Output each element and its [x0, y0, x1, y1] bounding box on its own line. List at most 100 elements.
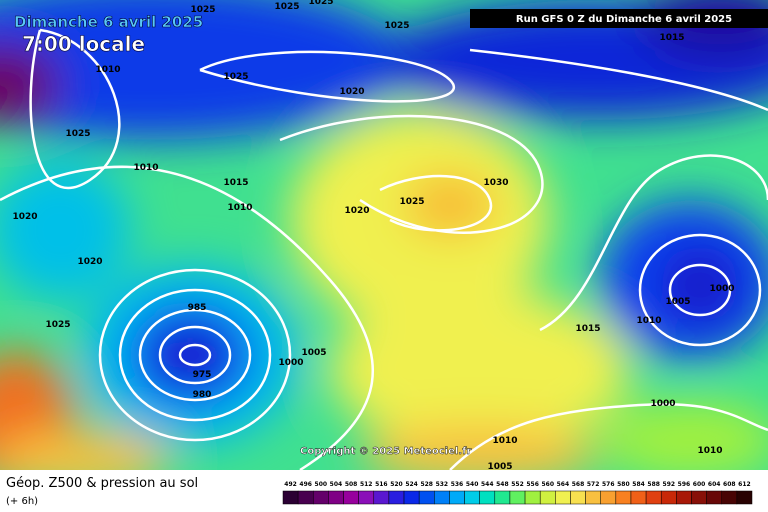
legend-level-label: 604	[708, 481, 721, 488]
legend-level-label: 520	[390, 481, 403, 488]
legend-swatch	[282, 490, 299, 505]
legend-swatch	[676, 490, 692, 505]
legend-title: Géop. Z500 & pression au sol	[6, 476, 198, 491]
legend-level-label: 532	[436, 481, 449, 488]
legend-swatch	[555, 490, 571, 505]
legend-level-label: 600	[693, 481, 706, 488]
legend-level-label: 548	[496, 481, 509, 488]
legend-swatch	[434, 490, 450, 505]
legend-level-label: 588	[647, 481, 660, 488]
isobar-label: 1025	[384, 21, 409, 31]
legend-swatch	[706, 490, 722, 505]
copyright: Copyright © 2025 Meteociel.fr	[300, 446, 471, 457]
isobar-label: 1020	[77, 257, 102, 267]
legend-swatch	[509, 490, 526, 505]
legend-swatch	[403, 490, 420, 505]
legend-swatch	[721, 490, 738, 505]
legend-swatch	[645, 490, 662, 505]
legend-level-label: 596	[678, 481, 691, 488]
legend-swatch	[449, 490, 465, 505]
legend-swatch	[660, 490, 677, 505]
legend-swatch	[373, 490, 390, 505]
isobar-label: 985	[188, 303, 207, 313]
legend-level-label: 568	[572, 481, 585, 488]
legend-level-label: 576	[602, 481, 615, 488]
legend-swatch	[297, 490, 314, 505]
isobar-label: 1005	[487, 462, 512, 472]
legend-level-label: 492	[284, 481, 297, 488]
isobar-label: 1020	[339, 87, 364, 97]
isobar-label: 1010	[492, 436, 517, 446]
legend-swatch	[630, 490, 647, 505]
legend-swatch	[585, 490, 601, 505]
legend-level-label: 608	[723, 481, 736, 488]
legend-swatch	[524, 490, 541, 505]
legend-swatch	[328, 490, 344, 505]
run-info: Run GFS 0 Z du Dimanche 6 avril 2025	[516, 14, 732, 25]
legend-level-label: 536	[451, 481, 464, 488]
isobar-label: 1010	[95, 65, 120, 75]
isobar-label: 1025	[190, 5, 215, 15]
isobar-label: 1015	[223, 178, 248, 188]
isobar-label: 1010	[697, 446, 722, 456]
isobar-label: 1010	[636, 316, 661, 326]
isobar-label: 1015	[575, 324, 600, 334]
isobar-label: 1010	[227, 203, 252, 213]
legend-level-label: 516	[375, 481, 388, 488]
isobar-label: 1025	[274, 2, 299, 12]
legend-level-label: 564	[557, 481, 570, 488]
legend-swatch	[600, 490, 617, 505]
legend-swatch	[615, 490, 632, 505]
isobar-label: 1015	[659, 33, 684, 43]
legend-level-label: 580	[617, 481, 630, 488]
legend-level-label: 540	[466, 481, 479, 488]
isobar-label: 1005	[665, 297, 690, 307]
legend-swatch	[343, 490, 359, 505]
map-date: Dimanche 6 avril 2025	[14, 13, 203, 31]
isobar-label: 1010	[133, 163, 158, 173]
isobar-label: 980	[193, 390, 212, 400]
forecast-step: (+ 6h)	[6, 496, 38, 507]
isobar-label: 975	[193, 370, 212, 380]
map-time: 7:00 locale	[22, 32, 145, 56]
isobar-label: 1020	[344, 206, 369, 216]
isobar-label: 1000	[278, 358, 303, 368]
legend-level-label: 560	[541, 481, 554, 488]
isobar-label: 1030	[483, 178, 508, 188]
legend-level-label: 524	[405, 481, 418, 488]
isobar-label: 1020	[12, 212, 37, 222]
legend-swatch	[539, 490, 556, 505]
map-field	[0, 0, 768, 470]
isobar-label: 1025	[399, 197, 424, 207]
legend-swatch	[570, 490, 586, 505]
isobar-label: 1025	[65, 129, 90, 139]
legend-level-label: 592	[663, 481, 676, 488]
isobar-label: 1025	[45, 320, 70, 330]
legend-swatch	[494, 490, 511, 505]
legend-swatch	[313, 490, 329, 505]
legend-level-label: 584	[632, 481, 645, 488]
legend-level-label: 512	[360, 481, 373, 488]
legend-swatch	[691, 490, 707, 505]
legend-level-label: 612	[738, 481, 751, 488]
legend-swatch	[418, 490, 435, 505]
isobar-label: 1000	[709, 284, 734, 294]
legend-swatch	[388, 490, 405, 505]
legend-swatch	[736, 490, 753, 505]
legend-level-label: 528	[420, 481, 433, 488]
legend-swatch	[358, 490, 375, 505]
isobar-label: 1025	[308, 0, 333, 7]
legend-level-label: 544	[481, 481, 494, 488]
legend-level-label: 504	[330, 481, 343, 488]
legend-level-label: 556	[526, 481, 539, 488]
legend-level-label: 552	[511, 481, 524, 488]
isobar-label: 1025	[223, 72, 248, 82]
legend-swatch	[464, 490, 480, 505]
legend-level-label: 500	[315, 481, 328, 488]
isobar-label: 1000	[650, 399, 675, 409]
legend-swatch	[479, 490, 496, 505]
legend-level-label: 496	[299, 481, 312, 488]
legend-level-label: 508	[345, 481, 358, 488]
isobar-label: 1005	[301, 348, 326, 358]
